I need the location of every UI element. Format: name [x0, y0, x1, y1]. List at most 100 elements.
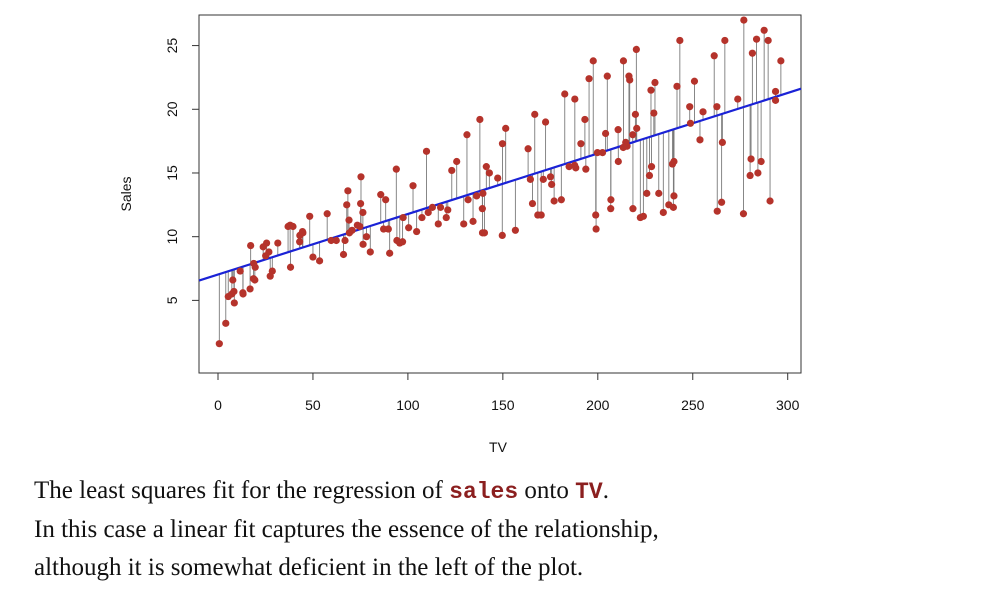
data-point [614, 126, 622, 134]
data-point [645, 171, 654, 180]
data-point [286, 263, 295, 271]
data-point [356, 222, 364, 231]
caption-line-3: although it is somewhat deficient in the… [34, 554, 584, 581]
data-point [655, 189, 663, 197]
data-point [357, 199, 365, 208]
data-point [647, 86, 655, 94]
data-point [585, 75, 593, 83]
data-point [392, 165, 400, 173]
data-point [673, 82, 681, 90]
data-point [251, 276, 259, 284]
y-axis-title: Sales [118, 176, 134, 211]
data-point [434, 220, 442, 228]
data-point [502, 124, 510, 132]
data-point [268, 267, 276, 275]
data-point [384, 225, 392, 233]
data-point [422, 147, 431, 155]
data-point [460, 220, 468, 228]
data-point [251, 263, 259, 271]
data-point [629, 131, 637, 139]
data-point [764, 36, 772, 45]
data-point [771, 96, 780, 104]
data-point [747, 155, 755, 163]
data-point [359, 208, 367, 217]
data-point [442, 213, 450, 222]
data-point [766, 197, 774, 205]
data-point [332, 236, 340, 245]
data-point [603, 72, 611, 80]
data-point [593, 148, 602, 157]
data-point [343, 201, 351, 209]
data-point [215, 340, 223, 348]
caption-text: The least squares fit for the regression… [34, 477, 450, 504]
data-point [690, 77, 699, 85]
data-point [592, 211, 600, 219]
data-point [740, 16, 748, 24]
data-point [734, 95, 742, 103]
x-tick-label: 100 [396, 397, 420, 413]
data-point [771, 87, 780, 96]
data-point [670, 192, 678, 200]
data-point [572, 164, 580, 172]
data-point [561, 90, 569, 98]
data-point [639, 212, 647, 220]
data-point [531, 110, 539, 118]
data-point [323, 210, 331, 218]
data-point [686, 119, 695, 127]
data-point [581, 115, 589, 124]
data-point [686, 103, 694, 111]
data-point [246, 285, 254, 293]
data-point [699, 108, 707, 116]
data-point [528, 199, 537, 208]
data-point [614, 157, 622, 166]
data-point [344, 187, 352, 195]
data-point [659, 208, 667, 217]
data-point [448, 166, 456, 175]
x-tick-label: 250 [681, 397, 705, 413]
data-point [362, 233, 371, 241]
data-point [607, 205, 615, 213]
data-point [713, 103, 721, 111]
data-point [409, 182, 417, 190]
caption-text: onto [518, 477, 576, 504]
x-tick-label: 50 [305, 397, 321, 413]
x-tick-label: 200 [586, 397, 610, 413]
data-point [498, 231, 506, 240]
data-point [377, 191, 385, 199]
data-point [565, 163, 573, 171]
data-point [485, 169, 493, 177]
data-point [230, 287, 238, 296]
data-point [537, 211, 545, 219]
caption: The least squares fit for the regression… [34, 472, 989, 587]
data-point [589, 57, 597, 65]
data-point [718, 198, 726, 206]
data-point [359, 240, 367, 248]
data-point [463, 131, 471, 139]
data-point [229, 276, 237, 284]
data-point [676, 36, 684, 45]
data-point [623, 142, 631, 150]
data-point [398, 238, 407, 246]
data-point [647, 163, 656, 171]
x-axis: 0 50 100 150 200 250 300 [214, 373, 800, 413]
data-point [263, 239, 271, 247]
data-point [436, 203, 445, 211]
data-point [718, 138, 726, 147]
data-point [524, 145, 532, 153]
data-point [651, 78, 659, 87]
data-point [345, 216, 353, 224]
data-point [643, 189, 651, 197]
data-point [469, 217, 477, 225]
data-point [480, 229, 489, 237]
data-point [633, 124, 641, 132]
caption-line-2: In this case a linear fit captures the e… [34, 516, 659, 543]
data-point [739, 210, 748, 218]
y-tick-label: 20 [164, 101, 180, 117]
data-point [511, 226, 519, 234]
y-tick-label: 10 [164, 229, 180, 245]
y-tick-label: 5 [164, 296, 180, 304]
data-point [494, 174, 502, 182]
data-point [557, 196, 565, 204]
caption-line-1: The least squares fit for the regression… [34, 472, 989, 511]
